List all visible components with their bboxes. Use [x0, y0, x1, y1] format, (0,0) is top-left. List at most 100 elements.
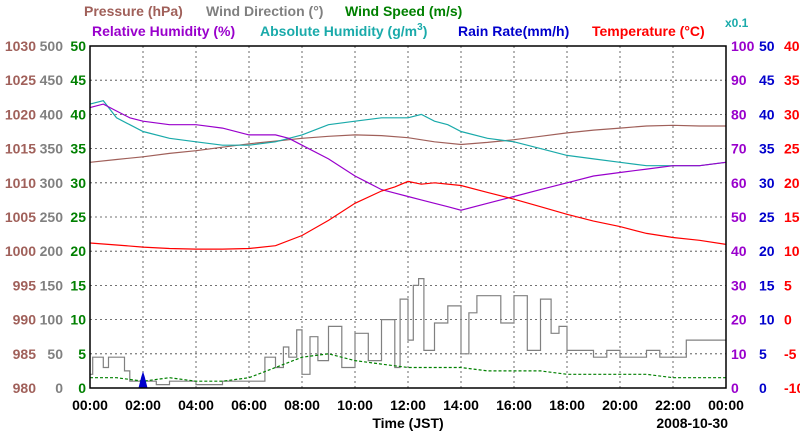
x-tick-label: 00:00 [72, 397, 108, 413]
tick-rain_rate: 5 [759, 346, 767, 362]
legend-absolute-humidity-text: Absolute Humidity (g/m [260, 23, 417, 39]
legend-relative-humidity: Relative Humidity (%) [92, 23, 235, 39]
tick-temperature: 5 [784, 277, 792, 293]
tick-pressure: 1010 [5, 175, 36, 191]
tick-rain_rate: 35 [759, 141, 775, 157]
series-wind-direction [90, 278, 726, 386]
tick-humidity: 30 [731, 277, 747, 293]
legend-absolute-humidity: Absolute Humidity (g/m3) [260, 22, 427, 39]
tick-wind_direction: 500 [40, 38, 64, 54]
tick-pressure: 1025 [5, 72, 36, 88]
tick-rain_rate: 40 [759, 106, 775, 122]
x-tick-label: 16:00 [496, 397, 532, 413]
tick-wind_direction: 100 [40, 312, 64, 328]
x-tick-label: 00:00 [708, 397, 744, 413]
legend-x01: x0.1 [725, 16, 749, 30]
legend-pressure: Pressure (hPa) [84, 3, 183, 19]
tick-rain_rate: 30 [759, 175, 775, 191]
tick-rain_rate: 45 [759, 72, 775, 88]
tick-wind_speed: 50 [70, 38, 86, 54]
tick-temperature: 20 [784, 175, 800, 191]
tick-wind_direction: 400 [40, 106, 64, 122]
tick-temperature: -5 [784, 346, 797, 362]
series-pressure-hpa [89, 124, 726, 163]
tick-wind_direction: 300 [40, 175, 64, 191]
tick-rain_rate: 50 [759, 38, 775, 54]
tick-pressure: 1000 [5, 243, 36, 259]
series-layer [89, 100, 727, 389]
series-wind-speed-m-s [90, 353, 726, 382]
x-axis-label: Time (JST) [372, 415, 443, 431]
legend-rain-rate: Rain Rate(mm/h) [458, 23, 569, 39]
tick-wind_direction: 150 [40, 277, 64, 293]
tick-wind_speed: 20 [70, 243, 86, 259]
left-axes: 1030102510201015101010051000995990985980… [5, 38, 86, 396]
tick-wind_speed: 35 [70, 141, 86, 157]
tick-wind_direction: 200 [40, 243, 64, 259]
series-relative-humidity [89, 103, 727, 211]
tick-wind_speed: 30 [70, 175, 86, 191]
x-tick-label: 06:00 [231, 397, 267, 413]
tick-temperature: 40 [784, 38, 800, 54]
tick-wind_speed: 10 [70, 312, 86, 328]
x-tick-label: 10:00 [337, 397, 373, 413]
tick-wind_speed: 5 [78, 346, 86, 362]
date-label: 2008-10-30 [656, 415, 728, 431]
series-absolute-humidity-g-m3 [89, 100, 727, 167]
legend-temperature: Temperature (°C) [592, 23, 705, 39]
tick-pressure: 1020 [5, 106, 36, 122]
tick-wind_speed: 15 [70, 277, 86, 293]
series-temperature-c [89, 180, 727, 250]
x-tick-label: 08:00 [284, 397, 320, 413]
grid [90, 46, 726, 388]
tick-humidity: 50 [731, 209, 747, 225]
tick-pressure: 1005 [5, 209, 36, 225]
tick-humidity: 0 [731, 380, 739, 396]
tick-wind_direction: 450 [40, 72, 64, 88]
x-tick-label: 18:00 [549, 397, 585, 413]
tick-rain_rate: 0 [759, 380, 767, 396]
tick-wind_direction: 0 [55, 380, 63, 396]
legend-wind-direction: Wind Direction (°) [206, 3, 323, 19]
x-tick-label: 12:00 [390, 397, 426, 413]
x-tick-label: 02:00 [125, 397, 161, 413]
right-axes: 1009080706050403020100504540353025201510… [731, 38, 800, 396]
tick-temperature: 25 [784, 141, 800, 157]
tick-temperature: 0 [784, 312, 792, 328]
x-tick-label: 20:00 [602, 397, 638, 413]
tick-wind_speed: 25 [70, 209, 86, 225]
tick-wind_direction: 250 [40, 209, 64, 225]
tick-humidity: 80 [731, 106, 747, 122]
tick-humidity: 60 [731, 175, 747, 191]
tick-pressure: 980 [13, 380, 37, 396]
x-tick-label: 14:00 [443, 397, 479, 413]
legend-wind-speed: Wind Speed (m/s) [345, 3, 462, 19]
tick-wind_direction: 50 [47, 346, 63, 362]
tick-pressure: 990 [13, 312, 37, 328]
tick-wind_speed: 40 [70, 106, 86, 122]
tick-wind_speed: 0 [78, 380, 86, 396]
tick-temperature: 10 [784, 243, 800, 259]
tick-pressure: 1030 [5, 38, 36, 54]
tick-pressure: 985 [13, 346, 37, 362]
tick-pressure: 1015 [5, 141, 36, 157]
x-tick-label: 22:00 [655, 397, 691, 413]
tick-humidity: 90 [731, 72, 747, 88]
tick-pressure: 995 [13, 277, 37, 293]
tick-humidity: 10 [731, 346, 747, 362]
legend-absolute-humidity-sup: 3 [417, 22, 423, 33]
plot-frame [89, 45, 727, 389]
legend-absolute-humidity-close: ) [423, 23, 428, 39]
tick-humidity: 20 [731, 312, 747, 328]
tick-humidity: 100 [731, 38, 755, 54]
tick-wind_direction: 350 [40, 141, 64, 157]
tick-wind_speed: 45 [70, 72, 86, 88]
tick-humidity: 40 [731, 243, 747, 259]
tick-rain_rate: 20 [759, 243, 775, 259]
x-axis: 00:00 02:00 04:00 06:00 08:00 10:00 12:00 14:00… [72, 397, 744, 413]
tick-rain_rate: 15 [759, 277, 775, 293]
x-tick-label: 04:00 [178, 397, 214, 413]
tick-temperature: 35 [784, 72, 800, 88]
tick-temperature: 30 [784, 106, 800, 122]
